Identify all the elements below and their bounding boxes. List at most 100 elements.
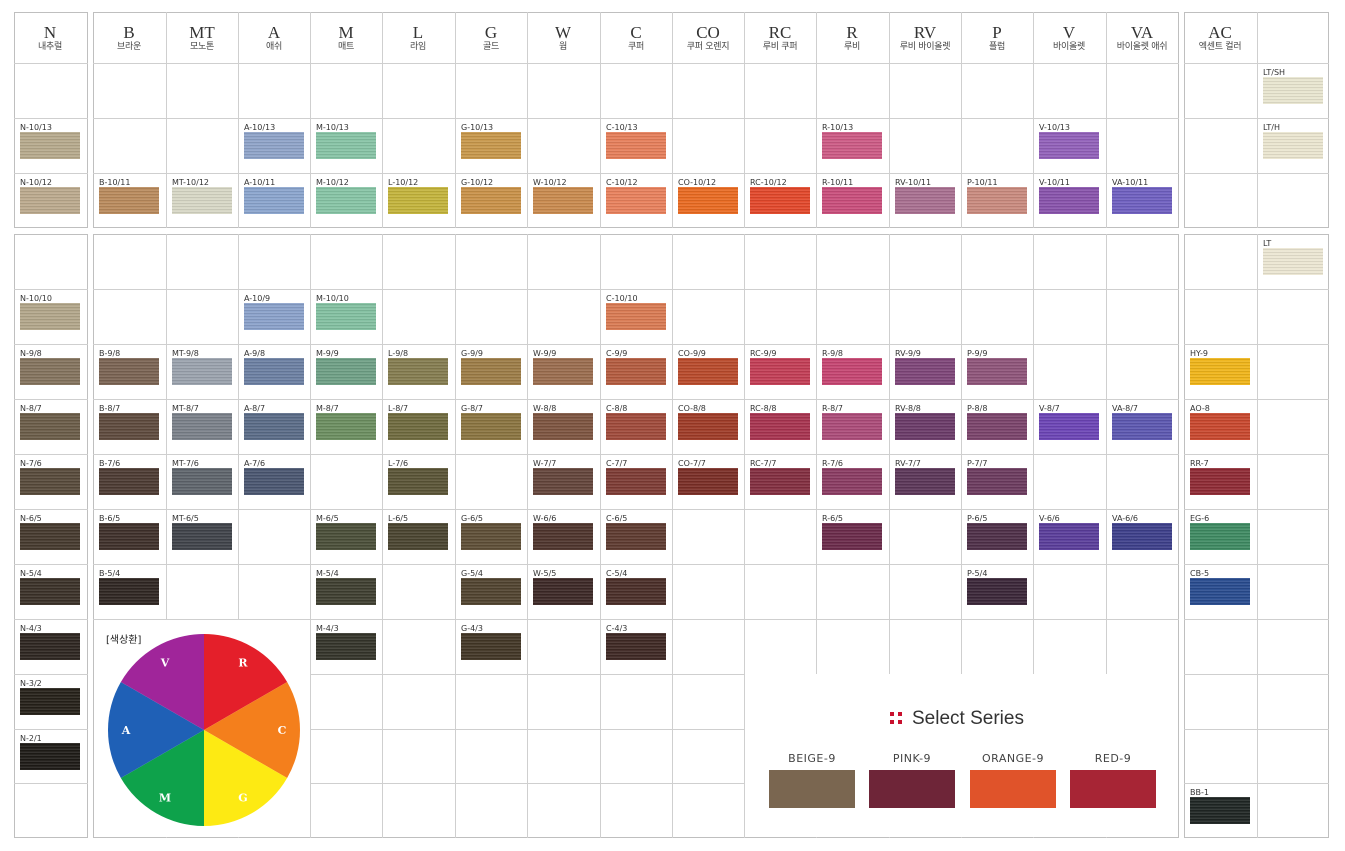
color-swatch — [244, 358, 304, 385]
swatch-label: CO-7/7 — [678, 459, 706, 468]
swatch-label: V-8/7 — [1039, 404, 1060, 413]
color-swatch — [606, 413, 666, 440]
column-name: 쿠퍼 오렌지 — [686, 42, 730, 52]
swatch-label: EG-6 — [1190, 514, 1210, 523]
color-swatch — [1039, 132, 1099, 159]
grid-vline — [961, 12, 962, 228]
column-code: N — [43, 23, 57, 42]
grid-hline — [1184, 509, 1329, 510]
grid-hline — [14, 674, 88, 675]
swatch-label: C-5/4 — [606, 569, 628, 578]
color-swatch — [822, 132, 882, 159]
grid-hline — [93, 509, 1179, 510]
color-swatch — [606, 187, 666, 214]
color-swatch — [606, 303, 666, 330]
color-swatch — [1190, 797, 1250, 824]
color-wheel: R C G M A V — [108, 634, 300, 826]
color-swatch — [20, 303, 80, 330]
wheel-segment — [120, 634, 204, 730]
grid-hline — [14, 454, 88, 455]
color-swatch — [533, 413, 593, 440]
swatch-label: VA-8/7 — [1112, 404, 1139, 413]
swatch-label: P-9/9 — [967, 349, 988, 358]
color-swatch — [895, 468, 955, 495]
grid-vline — [455, 234, 456, 838]
color-swatch — [1190, 413, 1250, 440]
swatch-label: A-10/13 — [244, 123, 276, 132]
swatch-label: R-6/5 — [822, 514, 843, 523]
color-swatch — [678, 187, 738, 214]
color-swatch — [822, 187, 882, 214]
color-swatch — [606, 523, 666, 550]
main-panel-top — [93, 12, 1179, 228]
color-swatch — [99, 468, 159, 495]
color-swatch — [244, 413, 304, 440]
color-swatch — [533, 523, 593, 550]
grid-vline — [527, 234, 528, 838]
grid-vline — [600, 12, 601, 228]
swatch-label: L-8/7 — [388, 404, 409, 413]
swatch-label: HY-9 — [1190, 349, 1208, 358]
grid-vline — [310, 234, 311, 838]
swatch-label: G-9/9 — [461, 349, 483, 358]
swatch-label: V-6/6 — [1039, 514, 1060, 523]
color-swatch — [533, 358, 593, 385]
grid-hline — [14, 729, 88, 730]
swatch-label: CB-5 — [1190, 569, 1210, 578]
grid-hline — [310, 783, 745, 784]
wheel-segment — [108, 682, 204, 778]
color-swatch — [20, 413, 80, 440]
wheel-segment — [120, 730, 204, 826]
column-code: P — [992, 23, 1002, 42]
column-name: 루비 — [844, 42, 860, 52]
swatch-label: CO-8/8 — [678, 404, 706, 413]
column-code: C — [630, 23, 642, 42]
color-swatch — [172, 358, 232, 385]
wheel-letter: C — [278, 724, 287, 737]
swatch-label: C-10/10 — [606, 294, 638, 303]
color-swatch — [461, 358, 521, 385]
swatch-label: G-4/3 — [461, 624, 483, 633]
color-swatch — [316, 578, 376, 605]
color-swatch — [967, 358, 1027, 385]
color-swatch — [20, 633, 80, 660]
grid-hline — [93, 454, 1179, 455]
n-column-panel-top — [14, 12, 88, 228]
color-swatch — [316, 413, 376, 440]
color-swatch — [967, 187, 1027, 214]
grid-vline — [744, 12, 745, 228]
wheel-segment — [204, 682, 300, 778]
color-swatch — [388, 468, 448, 495]
color-swatch — [1112, 187, 1172, 214]
grid-hline — [14, 289, 88, 290]
color-swatch — [172, 413, 232, 440]
color-swatch — [99, 523, 159, 550]
swatch-label: MT-10/12 — [172, 178, 209, 187]
color-swatch — [1190, 578, 1250, 605]
wheel-letter: G — [238, 792, 247, 805]
swatch-label: W-8/8 — [533, 404, 557, 413]
column-code: W — [554, 23, 572, 42]
color-swatch — [750, 187, 810, 214]
column-name: 바이올렛 애쉬 — [1116, 42, 1168, 52]
grid-hline — [14, 118, 88, 119]
swatch-label: N-10/10 — [20, 294, 52, 303]
swatch-label: B-6/5 — [99, 514, 121, 523]
column-name: 매트 — [338, 42, 354, 52]
color-swatch — [1263, 132, 1323, 159]
color-swatch — [316, 303, 376, 330]
grid-hline — [1184, 63, 1329, 64]
color-swatch — [461, 523, 521, 550]
grid-vline — [889, 12, 890, 228]
swatch-label: W-5/5 — [533, 569, 557, 578]
grid-vline — [238, 234, 239, 838]
column-code: RV — [913, 23, 937, 42]
swatch-label: R-7/6 — [822, 459, 843, 468]
swatch-label: VA-10/11 — [1112, 178, 1149, 187]
column-code: A — [267, 23, 281, 42]
swatch-label: N-5/4 — [20, 569, 42, 578]
color-swatch — [388, 523, 448, 550]
color-swatch — [172, 468, 232, 495]
grid-vline — [600, 234, 601, 838]
grid-vline — [1106, 234, 1107, 838]
